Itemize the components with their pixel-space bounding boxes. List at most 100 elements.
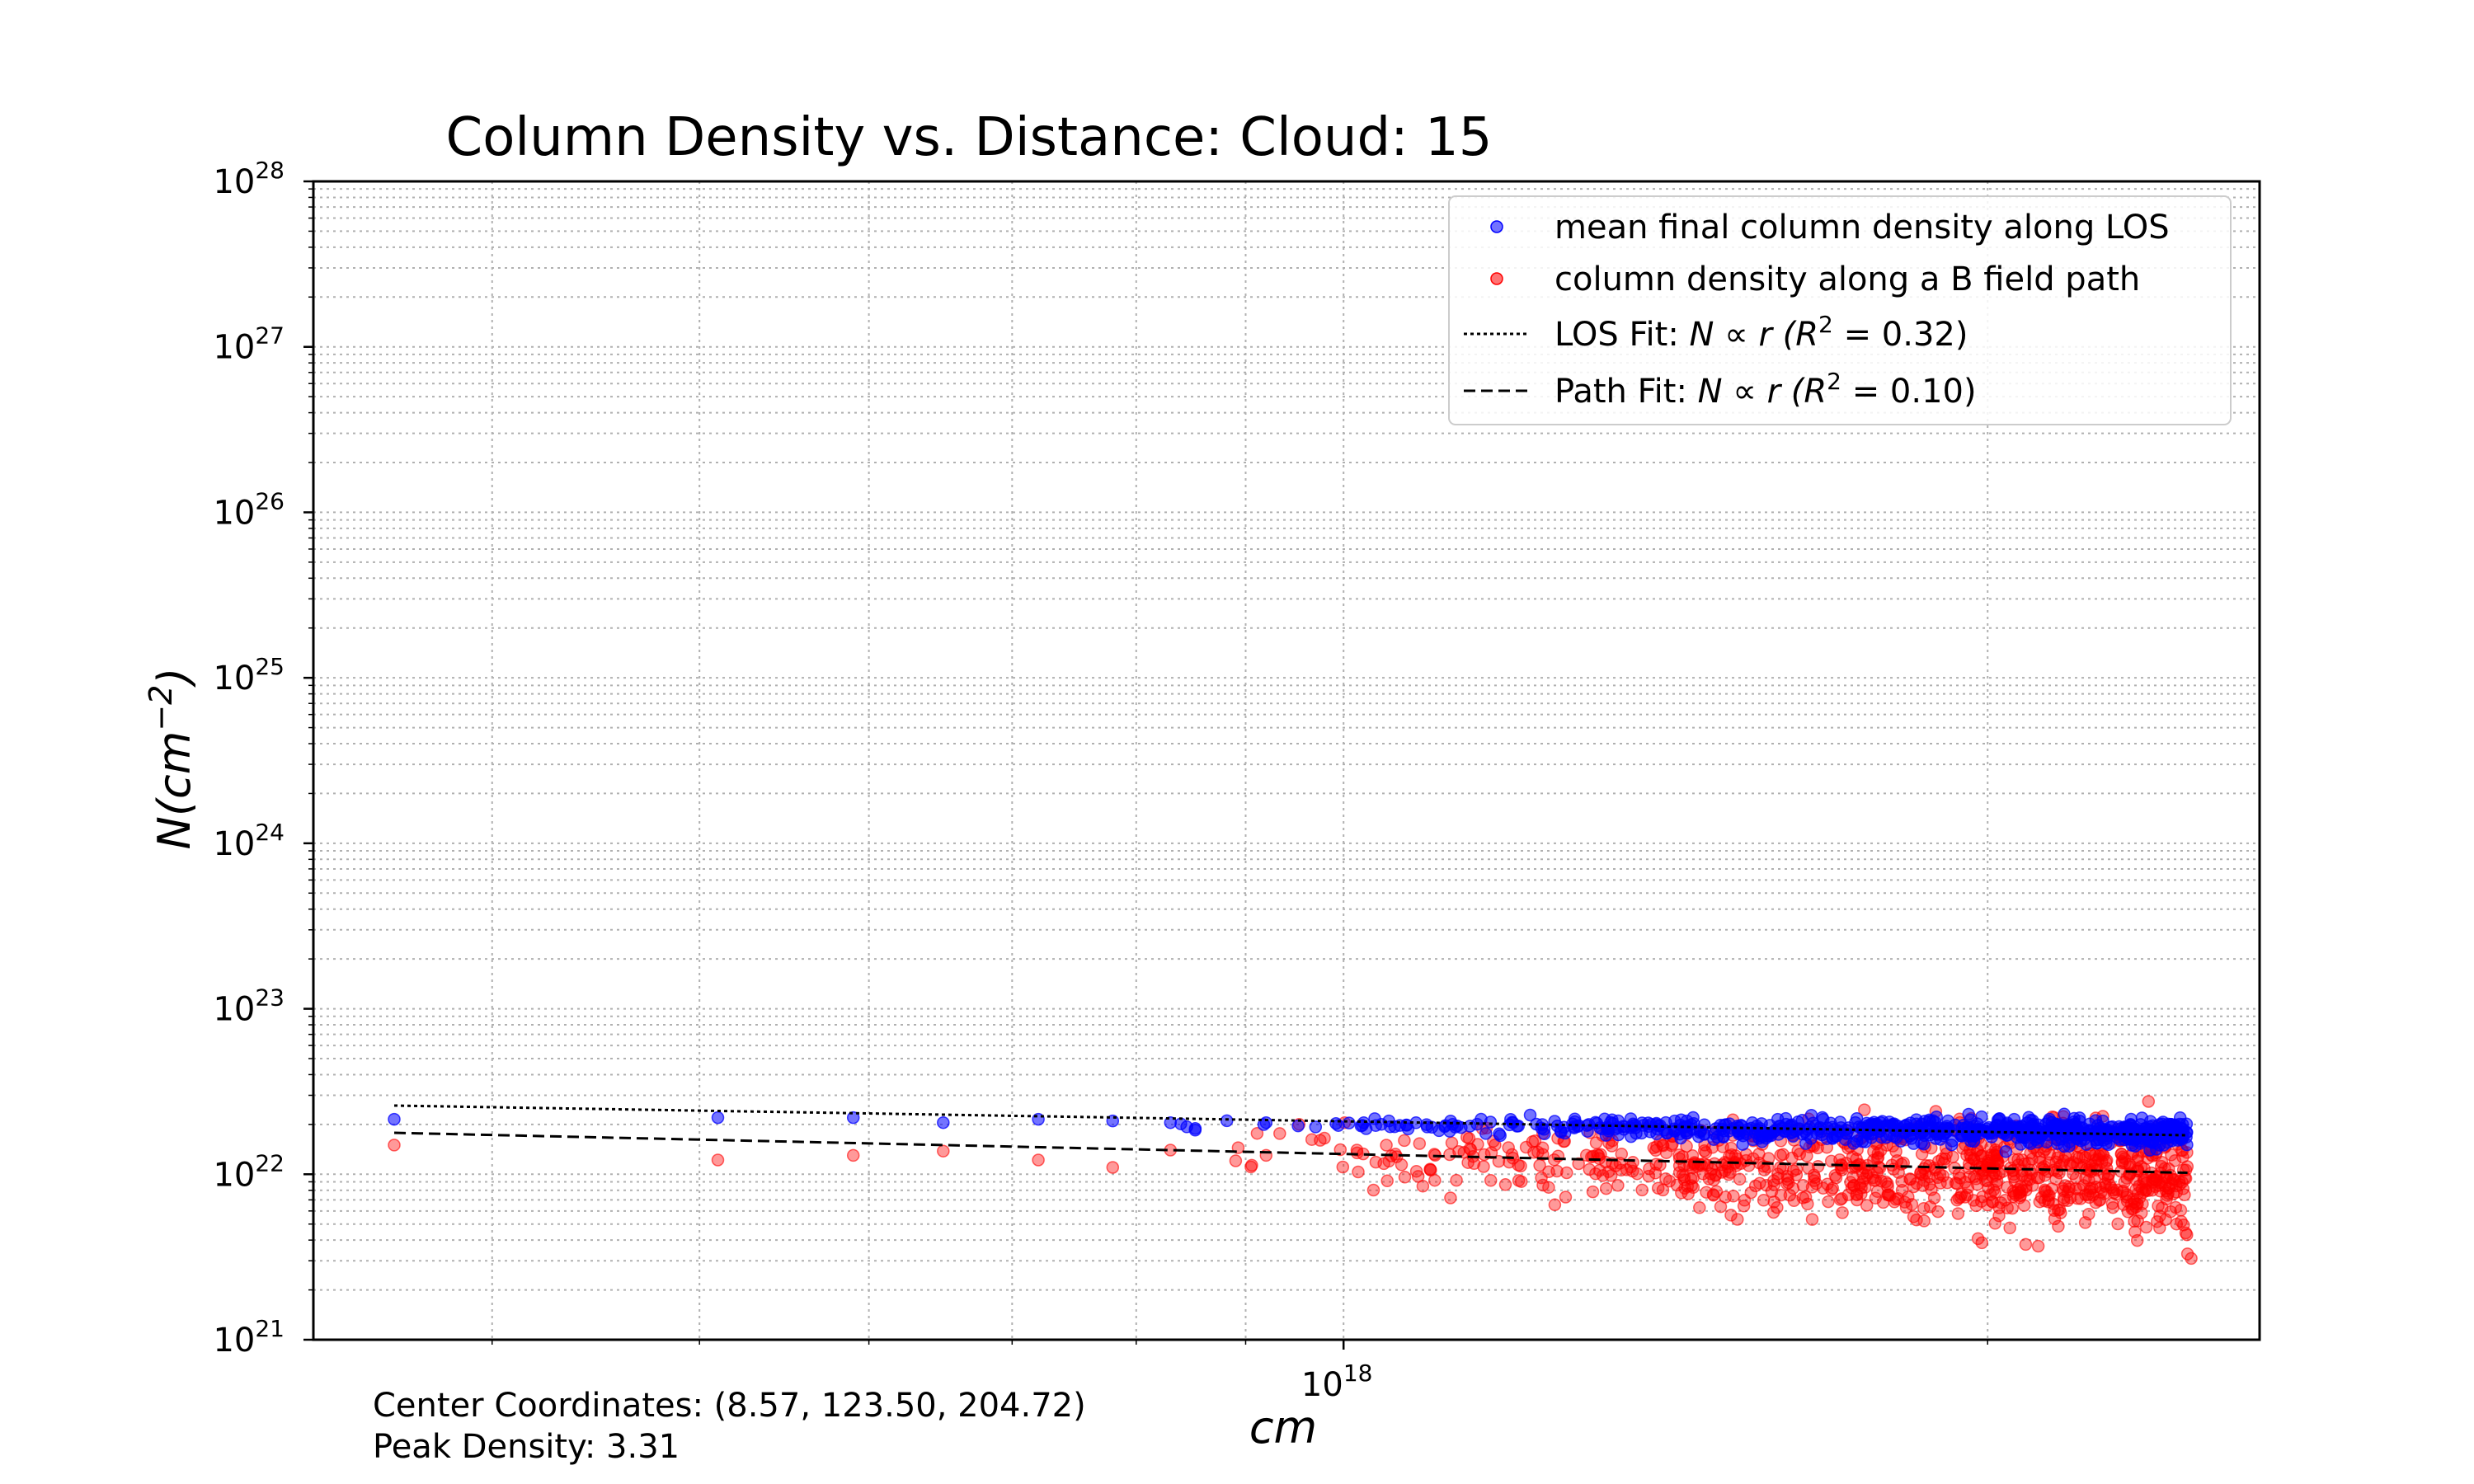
data-point (2069, 1172, 2083, 1185)
data-point (1774, 1120, 1787, 1133)
chart-title: Column Density vs. Distance: Cloud: 15 (446, 107, 1493, 168)
data-point (1484, 1174, 1498, 1187)
data-point (1968, 1170, 1981, 1183)
data-point (1889, 1144, 1903, 1158)
data-point (1698, 1128, 1711, 1141)
data-point (2088, 1148, 2102, 1162)
data-point (1719, 1190, 1733, 1204)
data-point (1656, 1183, 1670, 1197)
series-los (388, 1107, 2194, 1158)
data-point (1571, 1120, 1584, 1134)
data-point (2034, 1155, 2047, 1169)
legend-label: LOS Fit: N ∝ r (R2 = 0.32) (1554, 311, 1968, 354)
data-point (1905, 1198, 1919, 1211)
data-point (1805, 1213, 1819, 1226)
data-point (1548, 1198, 1562, 1212)
data-point (1724, 1141, 1738, 1155)
data-point (1737, 1200, 1751, 1213)
data-point (1882, 1188, 1895, 1202)
data-point (1686, 1171, 1700, 1185)
data-point (2082, 1190, 2096, 1205)
data-point (1981, 1198, 1994, 1212)
data-point (1716, 1129, 1730, 1144)
data-point (1420, 1120, 1434, 1134)
data-point (1599, 1181, 1613, 1195)
data-point (2072, 1151, 2086, 1165)
data-point (1937, 1156, 1950, 1170)
peak-density-text: Peak Density: 3.31 (373, 1428, 680, 1466)
data-point (2021, 1135, 2035, 1149)
data-point (1512, 1174, 1526, 1187)
data-point (1438, 1119, 1452, 1133)
legend-label: Path Fit: N ∝ r (R2 = 0.10) (1554, 368, 1977, 411)
data-point (2015, 1153, 2030, 1167)
data-point (2026, 1114, 2039, 1127)
y-tick-label: 1023 (213, 984, 285, 1029)
data-point (2031, 1239, 2045, 1253)
data-point (1807, 1168, 1821, 1182)
data-point (1542, 1181, 1555, 1194)
data-point (1860, 1199, 1874, 1212)
data-point (1748, 1179, 1762, 1193)
data-point (2180, 1160, 2194, 1173)
data-point (1528, 1134, 1542, 1148)
data-point (2057, 1184, 2070, 1198)
data-point (1250, 1126, 1264, 1140)
data-point (1444, 1191, 1457, 1205)
data-point (2017, 1199, 2031, 1212)
data-point (1804, 1132, 1818, 1145)
data-point (1359, 1122, 1373, 1135)
data-point (711, 1111, 725, 1125)
data-point (2128, 1139, 2142, 1153)
data-point (1826, 1131, 1840, 1144)
data-point (1801, 1197, 1814, 1211)
data-point (2139, 1220, 2153, 1234)
data-point (1969, 1199, 1983, 1213)
data-point (2152, 1199, 2165, 1213)
data-point (1333, 1143, 1348, 1157)
data-point (1764, 1129, 1778, 1143)
data-point (1273, 1127, 1286, 1140)
data-point (1535, 1171, 1548, 1185)
legend-label: column density along a B field path (1554, 261, 2140, 298)
data-point (1635, 1116, 1649, 1129)
data-point (1949, 1176, 1963, 1190)
data-point (2143, 1144, 2157, 1157)
data-point (1586, 1185, 1600, 1199)
data-point (1259, 1115, 1273, 1129)
data-point (2170, 1125, 2183, 1139)
data-point (2015, 1184, 2029, 1197)
data-point (1380, 1139, 1393, 1152)
data-point (1554, 1125, 1568, 1139)
data-point (1787, 1194, 1801, 1208)
data-point (1867, 1144, 1880, 1158)
data-point (1867, 1174, 1881, 1187)
legend: mean final column density along LOS colum… (1448, 195, 2232, 425)
data-point (1366, 1183, 1380, 1197)
data-point (1523, 1108, 1537, 1122)
data-point (1506, 1115, 1520, 1129)
data-point (1985, 1163, 1998, 1176)
data-point (2151, 1214, 2164, 1228)
data-point (1559, 1190, 1573, 1204)
y-tick-label: 1024 (213, 819, 285, 863)
data-point (2019, 1237, 2033, 1252)
data-point (2128, 1214, 2141, 1228)
data-point (711, 1153, 725, 1167)
data-point (1336, 1160, 1350, 1174)
data-point (1630, 1167, 1644, 1181)
legend-marker-los (1490, 220, 1503, 233)
data-point (2119, 1190, 2133, 1204)
data-point (1906, 1128, 1920, 1141)
data-point (1793, 1148, 1807, 1161)
data-point (1822, 1195, 1835, 1209)
y-tick-label: 1025 (213, 653, 285, 697)
data-point (1997, 1127, 2011, 1140)
data-point (1398, 1171, 1412, 1184)
data-point (2178, 1188, 2191, 1202)
data-point (1933, 1167, 1947, 1181)
data-point (1583, 1162, 1597, 1176)
data-point (1910, 1113, 1923, 1126)
data-point (1927, 1191, 1941, 1205)
data-point (1946, 1150, 1959, 1163)
